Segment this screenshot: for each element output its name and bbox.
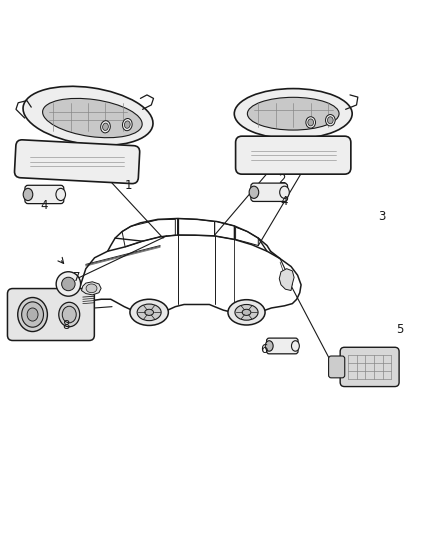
Ellipse shape xyxy=(247,98,339,130)
Ellipse shape xyxy=(265,341,273,351)
Ellipse shape xyxy=(18,297,47,332)
FancyBboxPatch shape xyxy=(251,183,288,201)
Ellipse shape xyxy=(242,309,251,316)
Ellipse shape xyxy=(23,188,33,200)
Ellipse shape xyxy=(62,277,75,290)
Ellipse shape xyxy=(102,123,108,131)
Ellipse shape xyxy=(234,88,352,139)
Ellipse shape xyxy=(249,186,259,198)
Ellipse shape xyxy=(23,86,153,146)
Ellipse shape xyxy=(62,306,76,323)
Ellipse shape xyxy=(328,117,333,124)
FancyBboxPatch shape xyxy=(14,140,140,183)
Text: 4: 4 xyxy=(40,199,47,212)
Polygon shape xyxy=(279,269,294,290)
Ellipse shape xyxy=(123,118,132,131)
Ellipse shape xyxy=(42,99,142,138)
Ellipse shape xyxy=(235,304,258,320)
FancyBboxPatch shape xyxy=(7,288,94,341)
Text: 7: 7 xyxy=(73,271,80,284)
Ellipse shape xyxy=(291,341,299,351)
Ellipse shape xyxy=(325,115,335,126)
Ellipse shape xyxy=(59,302,80,327)
Ellipse shape xyxy=(101,120,110,133)
Ellipse shape xyxy=(145,309,153,316)
FancyBboxPatch shape xyxy=(236,136,351,174)
Ellipse shape xyxy=(228,300,265,325)
Ellipse shape xyxy=(56,272,81,296)
FancyBboxPatch shape xyxy=(328,356,345,378)
Ellipse shape xyxy=(137,304,161,321)
Ellipse shape xyxy=(308,119,314,126)
Ellipse shape xyxy=(86,284,97,293)
Ellipse shape xyxy=(27,308,38,321)
Text: 4: 4 xyxy=(280,195,288,207)
Ellipse shape xyxy=(21,302,43,327)
FancyBboxPatch shape xyxy=(340,348,399,386)
FancyBboxPatch shape xyxy=(25,185,64,204)
Ellipse shape xyxy=(130,299,168,326)
Ellipse shape xyxy=(124,121,130,128)
Ellipse shape xyxy=(306,117,315,128)
Text: 5: 5 xyxy=(396,324,403,336)
FancyBboxPatch shape xyxy=(267,338,298,354)
Ellipse shape xyxy=(56,188,66,200)
Text: 6: 6 xyxy=(261,343,268,356)
Text: 1: 1 xyxy=(125,179,133,192)
Polygon shape xyxy=(81,282,101,295)
Text: 2: 2 xyxy=(278,173,286,185)
Text: 3: 3 xyxy=(378,210,386,223)
Ellipse shape xyxy=(280,186,289,198)
Text: 8: 8 xyxy=(62,319,69,332)
